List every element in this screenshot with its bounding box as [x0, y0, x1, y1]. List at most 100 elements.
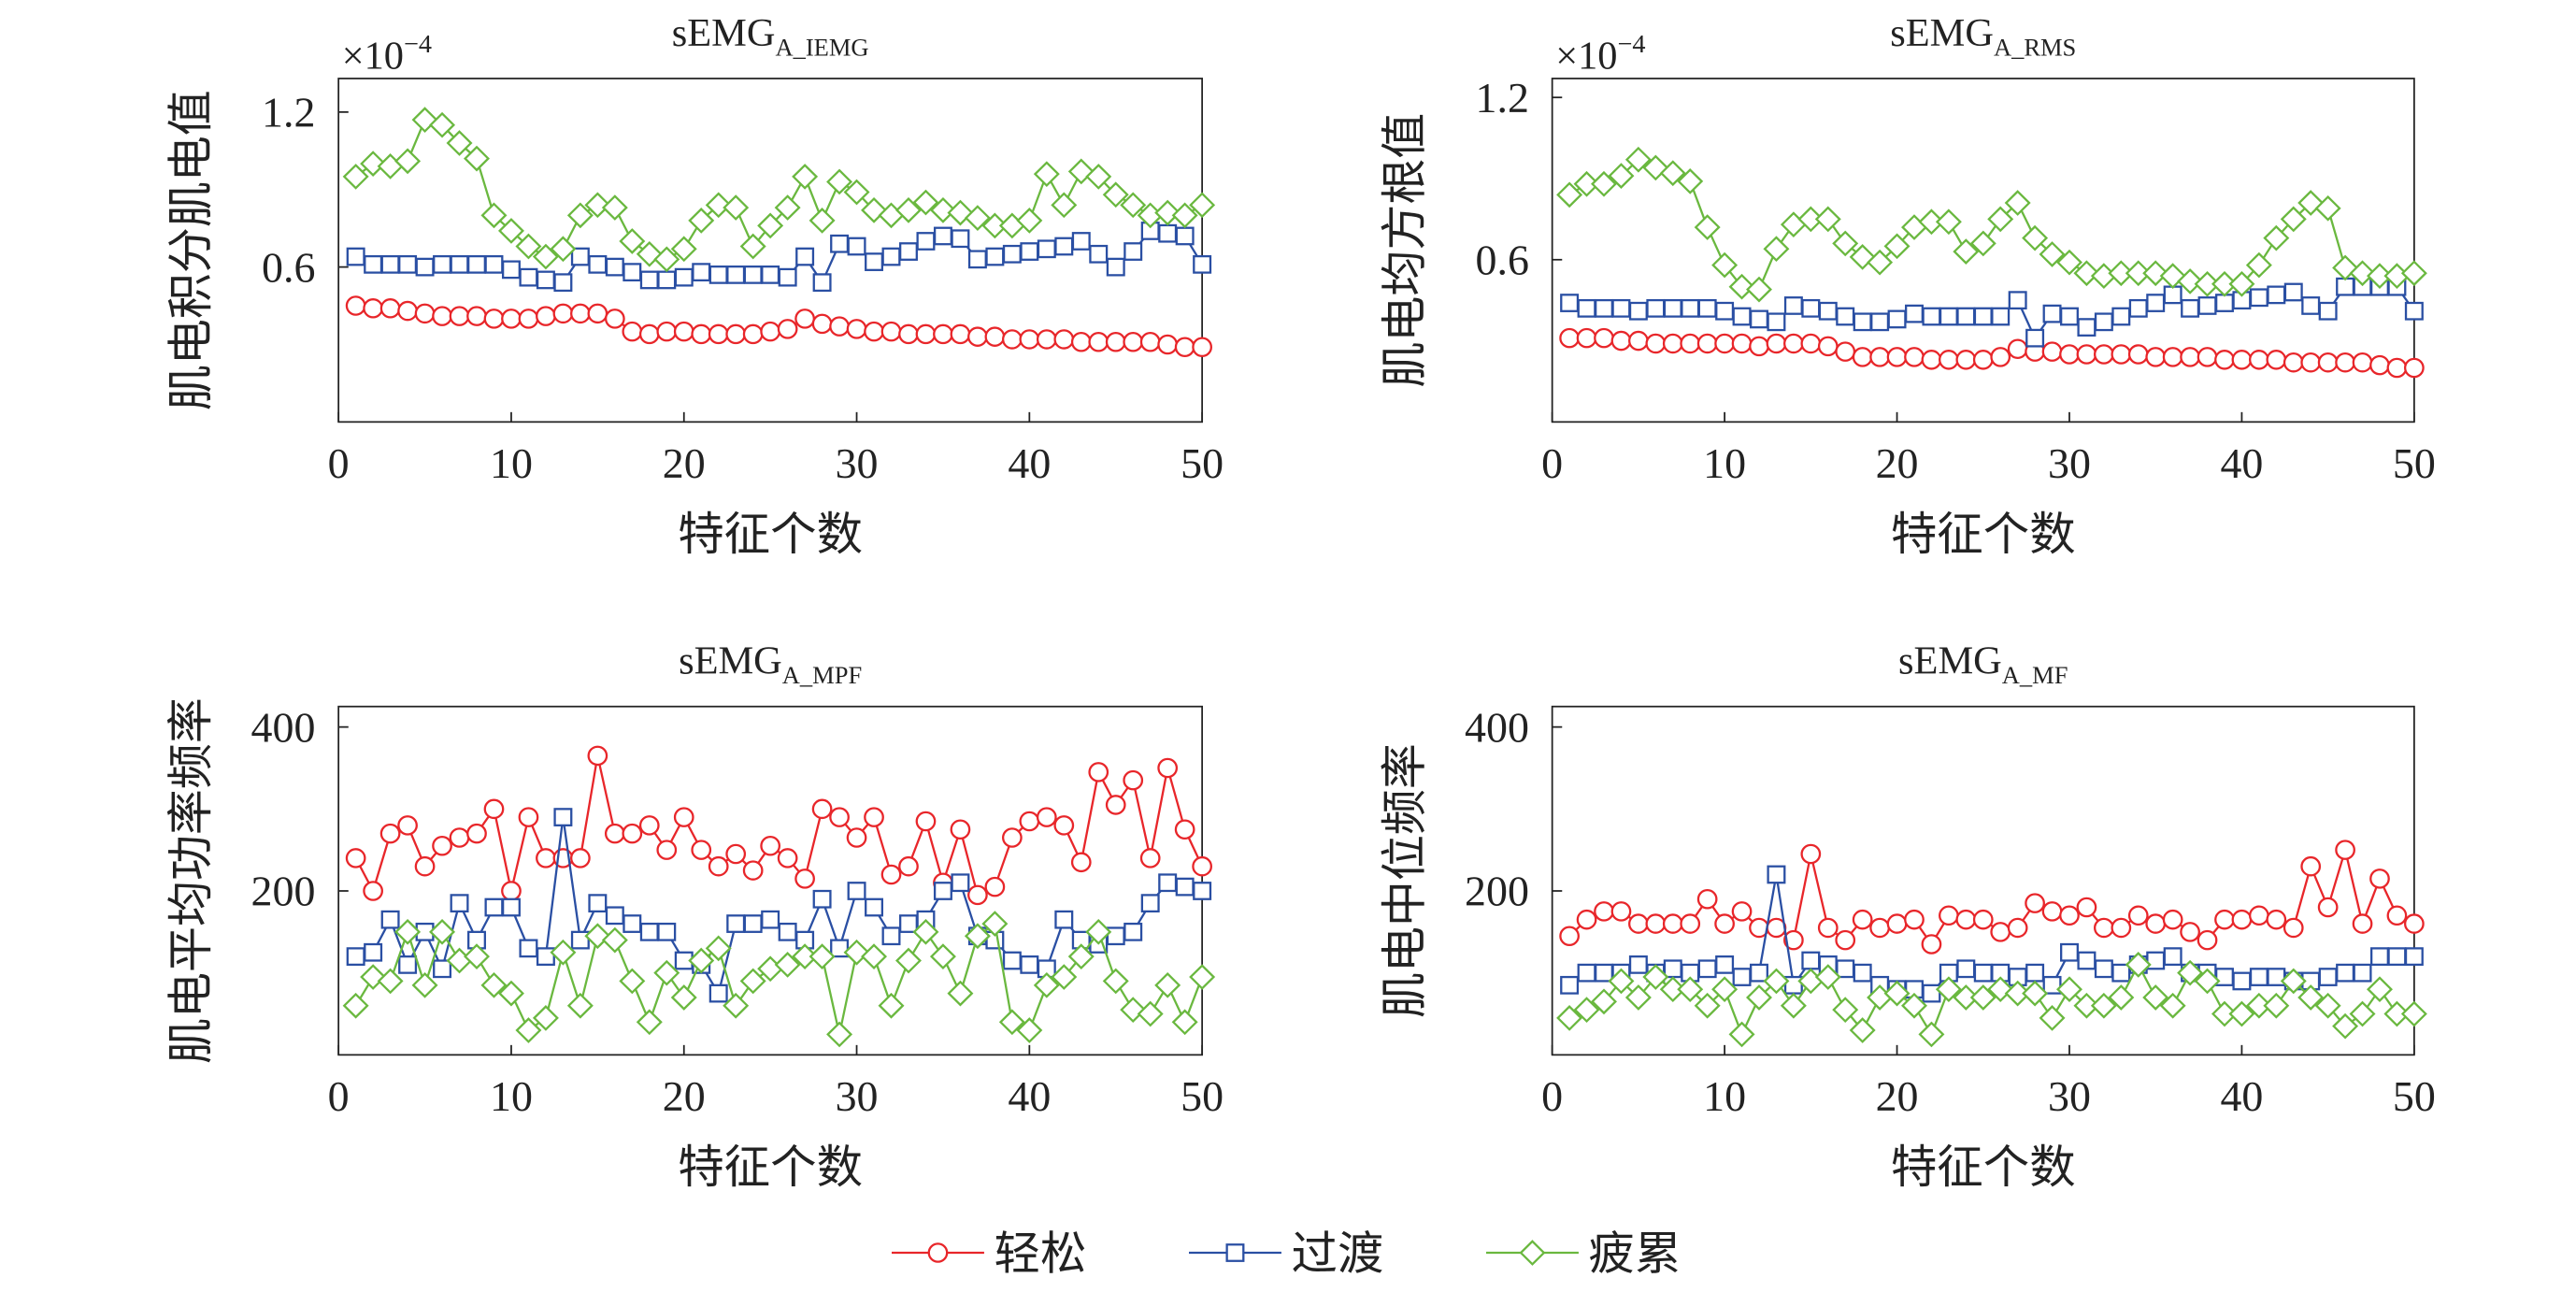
marker: [915, 323, 937, 345]
marker: [760, 836, 781, 856]
marker: [1016, 1017, 1043, 1043]
marker: [673, 807, 694, 827]
marker: [1801, 951, 1821, 970]
marker: [480, 971, 508, 998]
y-tick-label: 200: [251, 868, 316, 915]
marker: [2386, 357, 2408, 379]
marker: [2249, 350, 2269, 370]
marker: [1818, 301, 1838, 321]
marker: [777, 319, 798, 339]
marker: [1171, 1009, 1198, 1036]
marker: [894, 947, 922, 974]
marker: [566, 202, 594, 229]
x-tick-label: 30: [836, 1072, 879, 1120]
marker: [2245, 251, 2272, 279]
marker: [2228, 270, 2255, 297]
marker: [1139, 331, 1161, 352]
marker: [2163, 285, 2182, 305]
x-tick-label: 0: [1541, 1072, 1563, 1120]
marker: [588, 254, 608, 274]
marker: [760, 321, 781, 342]
marker: [777, 848, 798, 869]
marker: [757, 212, 784, 239]
marker: [550, 236, 577, 263]
marker: [464, 943, 490, 969]
marker: [2128, 298, 2148, 318]
marker: [2111, 917, 2132, 939]
marker: [1972, 909, 1994, 930]
marker: [1697, 959, 1717, 979]
marker: [1576, 909, 1597, 930]
marker: [898, 855, 919, 877]
marker: [1836, 307, 1855, 326]
marker: [1559, 926, 1580, 946]
x-tick-label: 10: [1703, 1072, 1746, 1120]
marker: [394, 148, 422, 175]
marker: [2283, 282, 2303, 302]
marker: [415, 257, 435, 277]
marker: [2267, 968, 2286, 986]
marker: [1556, 181, 1583, 208]
marker: [2400, 260, 2427, 287]
marker: [1817, 917, 1839, 939]
marker: [2231, 350, 2253, 370]
marker: [1053, 815, 1075, 836]
marker: [1783, 975, 1803, 995]
marker: [757, 955, 784, 983]
marker: [2039, 241, 2066, 267]
y-axis-label: 肌电平均功率频率: [164, 697, 218, 1064]
marker: [2232, 971, 2252, 991]
marker: [2249, 968, 2268, 986]
marker: [550, 939, 577, 966]
marker: [878, 992, 905, 1019]
marker: [1595, 298, 1613, 318]
marker: [864, 321, 884, 342]
marker: [446, 130, 473, 156]
marker: [1800, 333, 1822, 354]
marker: [1953, 984, 1980, 1011]
marker: [657, 270, 677, 290]
marker: [1070, 331, 1092, 352]
marker: [604, 823, 625, 844]
marker: [1577, 963, 1596, 983]
x-tick-label: 10: [1703, 439, 1746, 487]
marker: [2349, 260, 2376, 287]
marker: [1193, 254, 1212, 274]
marker: [1591, 988, 1617, 1015]
marker: [2041, 901, 2063, 922]
marker: [2300, 855, 2322, 877]
marker: [2159, 992, 2186, 1019]
marker: [1814, 964, 1841, 990]
marker: [1123, 769, 1144, 791]
marker: [1624, 984, 1652, 1011]
marker: [363, 881, 383, 901]
marker: [449, 827, 470, 848]
marker: [398, 955, 418, 974]
marker: [1106, 926, 1125, 946]
marker: [916, 232, 936, 251]
marker: [674, 267, 694, 287]
chart-title: sEMGA_MF: [1898, 639, 2068, 689]
marker: [449, 306, 470, 326]
marker: [2211, 1000, 2238, 1027]
marker: [1783, 296, 1803, 315]
marker: [1002, 244, 1022, 264]
marker: [2366, 976, 2393, 1003]
marker: [1783, 929, 1804, 951]
marker: [1642, 154, 1669, 181]
marker: [2127, 344, 2149, 365]
marker: [1939, 350, 1959, 370]
marker: [588, 894, 608, 913]
marker: [2004, 190, 2031, 216]
marker: [794, 309, 815, 329]
marker: [725, 323, 747, 345]
marker: [2025, 328, 2045, 348]
marker: [725, 843, 747, 865]
marker: [515, 1017, 542, 1043]
marker: [2332, 1012, 2359, 1040]
marker: [726, 266, 746, 284]
marker: [623, 263, 642, 282]
marker: [1680, 333, 1701, 354]
marker: [1728, 1021, 1755, 1048]
marker: [2404, 947, 2424, 967]
